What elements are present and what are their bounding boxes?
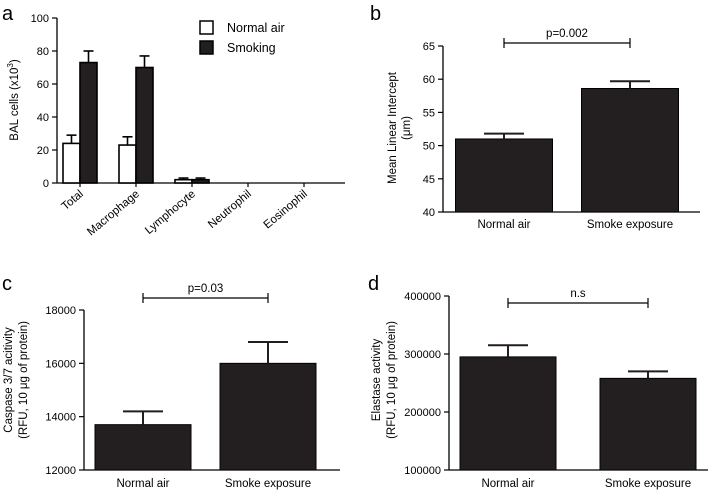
- panel-c-chart: Caspase 3/7 acitivity (RFU, 10 μg of pro…: [3, 283, 340, 490]
- panel-a-ylabel-sup: 3: [6, 63, 15, 68]
- panel-a-bar: [174, 178, 193, 184]
- panel-a-ylabel-main: BAL cells (x10: [9, 68, 21, 141]
- panel-b-category-label: Normal air: [477, 219, 530, 231]
- panel-a-bar: [79, 61, 98, 184]
- panel-b-ytick-label: 60: [423, 74, 435, 86]
- panel-d-bar: [459, 356, 557, 471]
- panel-d-ytick-label: 300000: [404, 349, 441, 361]
- panel-b-ytick-label: 40: [423, 207, 435, 219]
- panel-a-bar: [135, 66, 154, 184]
- panel-b-category-label: Smoke exposure: [587, 219, 673, 231]
- panel-c-ylabel-line2: (RFU, 10 μg of protein): [18, 321, 30, 439]
- panel-b-chart: Mean Linear Intercept (μm) 40 45 50 55 60 65 N…: [387, 28, 700, 231]
- panel-b-ytick-label: 50: [423, 141, 435, 153]
- panel-letter-d: d: [368, 273, 379, 295]
- panel-c-ytick-label: 14000: [45, 412, 76, 424]
- panel-letter-b: b: [370, 3, 381, 25]
- panel-a-bar: [62, 142, 81, 184]
- panel-c-ytick-label: 18000: [45, 305, 76, 317]
- panel-d-chart: Elastase activity (RFU, 10 μg of protein…: [371, 288, 708, 490]
- panel-c-category-label: Normal air: [116, 478, 169, 490]
- panel-c-bar: [219, 362, 317, 471]
- panel-a-ytick-label: 40: [37, 112, 49, 124]
- panel-a-category-label: Macrophage: [85, 188, 142, 238]
- panel-a-bar: [191, 178, 210, 184]
- panel-a-ytick-label: 60: [37, 79, 49, 91]
- panel-c-ylabel-line1: Caspase 3/7 acitivity: [3, 327, 15, 433]
- panel-letter-c: c: [2, 273, 12, 295]
- panel-c-ytick-label: 16000: [45, 358, 76, 370]
- panel-c-category-label: Smoke exposure: [225, 478, 311, 490]
- panel-a-category-label: Neutrophil: [206, 188, 254, 231]
- panel-d-category-label: Normal air: [481, 478, 534, 490]
- panel-a-ylabel: BAL cells (x103): [6, 59, 21, 141]
- panel-d-ytick-label: 100000: [404, 465, 441, 477]
- panel-a-ytick-label: 20: [37, 145, 49, 157]
- panel-letter-a: a: [2, 3, 14, 25]
- panel-b-ylabel-line2: (μm): [401, 116, 413, 140]
- panel-b-bar: [455, 138, 553, 213]
- panel-d-ylabel-line1: Elastase activity: [371, 339, 383, 422]
- panel-d-ytick-label: 200000: [404, 407, 441, 419]
- panel-c-bar: [94, 424, 192, 471]
- panel-a-category-label: Eosinophil: [262, 188, 310, 231]
- panel-a-ylabel-end: ): [9, 59, 21, 63]
- panel-a-chart: BAL cells (x103) Normal air Smoking 0 20 4…: [6, 13, 345, 238]
- legend-swatch-smoking: [199, 40, 214, 55]
- panel-a-ytick-label: 100: [31, 13, 49, 25]
- panel-a-legend: Normal air Smoking: [199, 20, 285, 55]
- panel-b-bar: [581, 87, 679, 213]
- panel-d-category-label: Smoke exposure: [605, 478, 691, 490]
- panel-a-ytick-label: 80: [37, 46, 49, 58]
- panel-a-category-label: Lymphocyte: [143, 188, 198, 237]
- legend-label-smoking: Smoking: [227, 41, 276, 55]
- panel-b-sig-label: p=0.002: [546, 28, 588, 40]
- legend-swatch-normal-air: [199, 20, 214, 35]
- panel-a-category-label: Total: [60, 188, 86, 213]
- panel-d-ytick-label: 400000: [404, 291, 441, 303]
- panel-d-ylabel-line2: (RFU, 10 μg of protein): [386, 321, 398, 439]
- panel-d-sig-label: n.s: [570, 288, 586, 300]
- panel-b-ytick-label: 45: [423, 174, 435, 186]
- panel-b-ytick-label: 55: [423, 107, 435, 119]
- panel-b-ytick-label: 65: [423, 41, 435, 53]
- panel-c-ytick-label: 12000: [45, 465, 76, 477]
- panel-a-bar: [118, 144, 137, 184]
- panel-c-sig-label: p=0.03: [188, 283, 224, 295]
- panel-d-bar: [599, 377, 697, 471]
- panel-b-ylabel-line1: Mean Linear Intercept: [387, 71, 399, 184]
- panel-a-ytick-label: 0: [43, 178, 49, 190]
- legend-label-normal-air: Normal air: [227, 21, 285, 35]
